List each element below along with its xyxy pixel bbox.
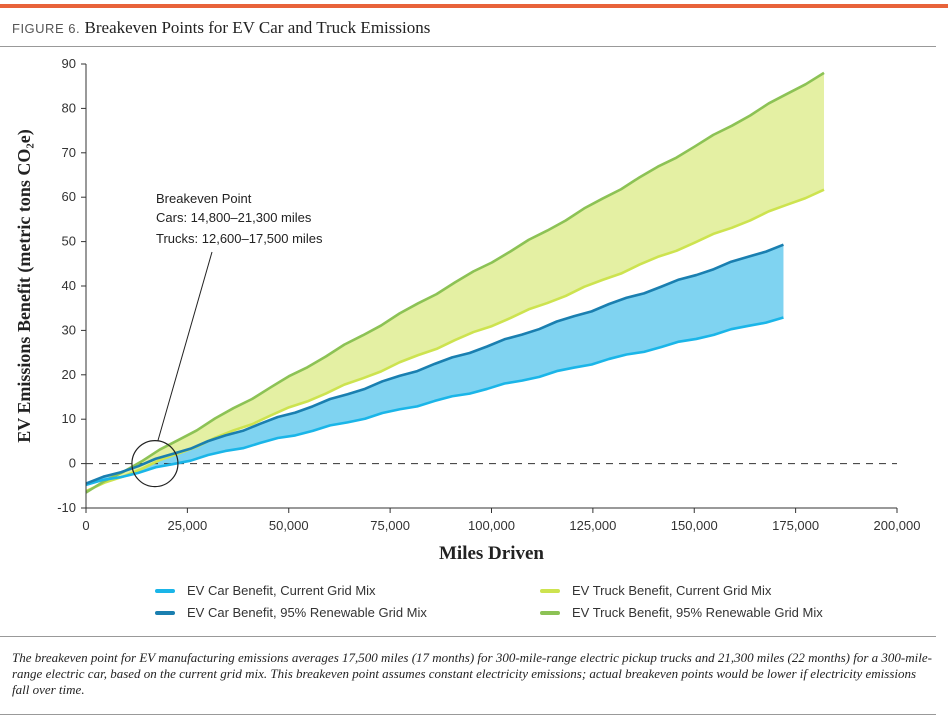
series-line-truck-renewable: [85, 71, 825, 494]
legend: EV Car Benefit, Current Grid Mix EV Car …: [0, 583, 948, 629]
chart-axes: -10 0 10 20 30 40 50 60 70 80 90 0 25,000 50,000 75,00…: [14, 56, 921, 564]
breakeven-circle: [131, 440, 179, 488]
top-accent-rule: [0, 4, 948, 8]
legend-label: EV Truck Benefit, Current Grid Mix: [572, 583, 772, 598]
breakeven-annotation: Breakeven Point Cars: 14,800–21,300 miles…: [131, 191, 323, 488]
y-tick-label: 90: [62, 56, 76, 71]
x-tick-label: 25,000: [167, 518, 207, 533]
legend-item-truck-renewable: EV Truck Benefit, 95% Renewable Grid Mix: [540, 605, 823, 620]
y-tick-label: 80: [62, 100, 76, 115]
x-tick-label: 0: [82, 518, 89, 533]
y-tick-label: 60: [62, 189, 76, 204]
annotation-title: Breakeven Point: [156, 191, 252, 206]
figure-title-text: Breakeven Points for EV Car and Truck Em…: [84, 18, 431, 37]
legend-item-car-current: EV Car Benefit, Current Grid Mix: [155, 583, 376, 598]
y-tick-label: 70: [62, 145, 76, 160]
chart: -10 0 10 20 30 40 50 60 70 80 90 0 25,000 50,000 75,00…: [14, 56, 921, 564]
y-tick-label: -10: [57, 500, 76, 515]
figure-title: FIGURE 6. Breakeven Points for EV Car an…: [12, 18, 430, 38]
breakeven-leader-line: [157, 251, 213, 441]
x-tick-label: 75,000: [370, 518, 410, 533]
annotation-cars: Cars: 14,800–21,300 miles: [156, 210, 312, 225]
series-line-car-current: [85, 316, 784, 487]
legend-label: EV Truck Benefit, 95% Renewable Grid Mix: [572, 605, 823, 620]
legend-swatch-car-current: [155, 588, 175, 593]
y-axis-title: EV Emissions Benefit (metric tons CO₂e): [14, 129, 35, 443]
figure-caption: The breakeven point for EV manufacturing…: [12, 650, 932, 697]
y-tick-label: 50: [62, 234, 76, 249]
series-line-car-renewable: [85, 243, 784, 485]
x-tick-label: 175,000: [772, 518, 819, 533]
caption-top-rule: [0, 636, 936, 637]
chart-series-lines: [85, 71, 825, 494]
legend-swatch-car-renewable: [155, 610, 175, 615]
x-tick-label: 100,000: [468, 518, 515, 533]
legend-swatch-truck-renewable: [540, 610, 560, 615]
legend-label: EV Car Benefit, 95% Renewable Grid Mix: [187, 605, 427, 620]
x-tick-label: 50,000: [269, 518, 309, 533]
y-tick-label: 20: [62, 367, 76, 382]
x-axis-title: Miles Driven: [439, 543, 544, 564]
x-tick-label: 200,000: [874, 518, 921, 533]
x-tick-label: 150,000: [671, 518, 718, 533]
legend-item-car-renewable: EV Car Benefit, 95% Renewable Grid Mix: [155, 605, 427, 620]
y-tick-label: 0: [69, 456, 76, 471]
y-tick-label: 30: [62, 322, 76, 337]
legend-swatch-truck-current: [540, 588, 560, 593]
figure-label: FIGURE 6.: [12, 21, 81, 36]
annotation-trucks: Trucks: 12,600–17,500 miles: [156, 231, 323, 246]
caption-bottom-rule: [0, 714, 936, 715]
y-tick-label: 10: [62, 411, 76, 426]
legend-item-truck-current: EV Truck Benefit, Current Grid Mix: [540, 583, 771, 598]
title-rule: [0, 46, 936, 47]
x-tick-label: 125,000: [569, 518, 616, 533]
y-tick-label: 40: [62, 278, 76, 293]
legend-label: EV Car Benefit, Current Grid Mix: [187, 583, 376, 598]
